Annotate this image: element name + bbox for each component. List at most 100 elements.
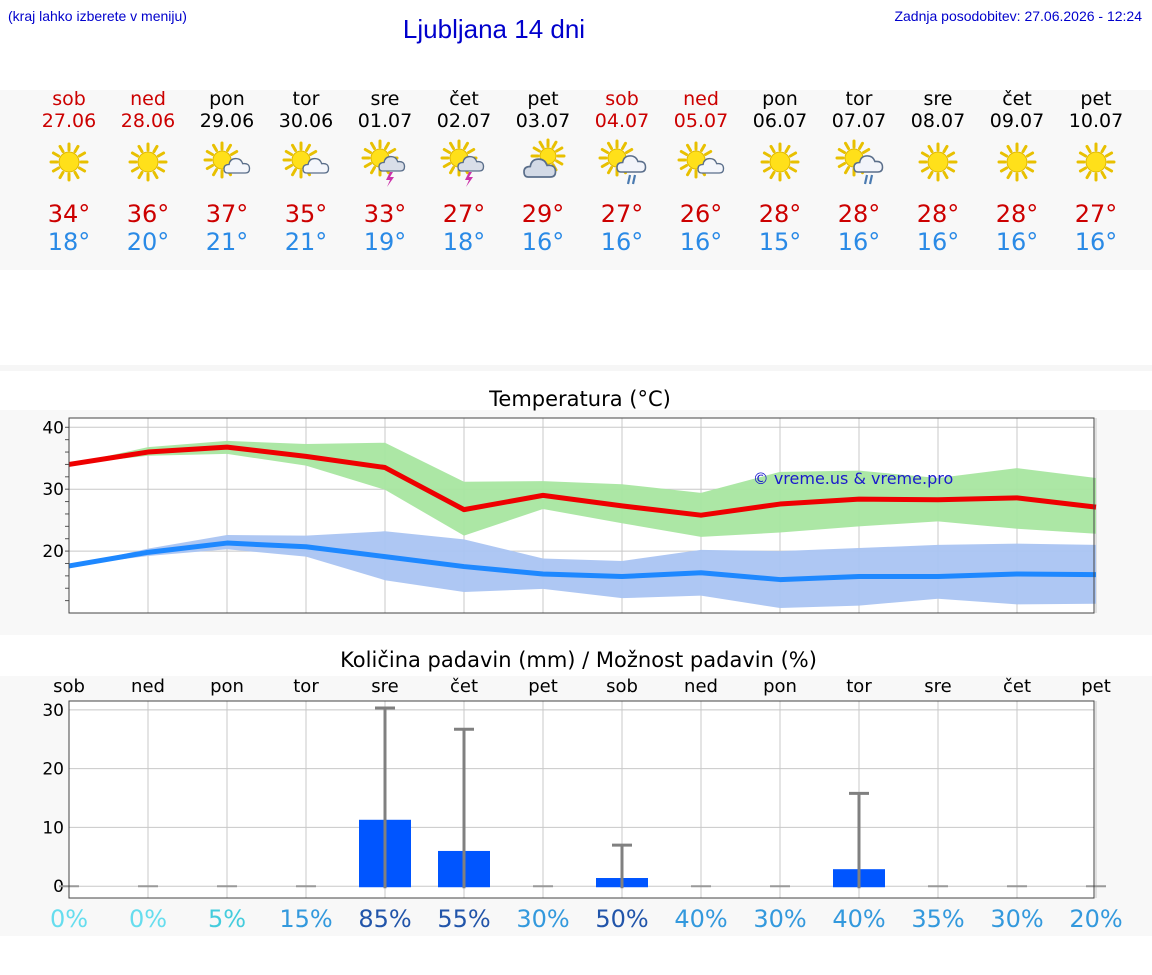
max-temperature: 28°	[916, 200, 960, 228]
x-tick-label: pon	[210, 676, 244, 697]
day-forecast: ned 05.07 26° 16°	[661, 88, 741, 256]
day-name: čet	[1002, 88, 1032, 110]
min-temperature: 16°	[916, 228, 960, 256]
precipitation-chance: 15%	[279, 905, 332, 933]
day-date: 02.07	[436, 110, 492, 132]
x-tick-label: ned	[684, 676, 718, 697]
day-forecast: pon 29.06 37° 21°	[187, 88, 267, 256]
min-temperature: 21°	[284, 228, 328, 256]
max-temperature: 29°	[521, 200, 565, 228]
max-temperature: 26°	[679, 200, 723, 228]
day-name: tor	[292, 88, 320, 110]
temperature-chart: 20 30 40 © vreme.us & vreme.pro	[42, 417, 1097, 614]
day-name: čet	[449, 88, 479, 110]
sun-icon	[128, 142, 168, 182]
sun-cloud-icon	[203, 141, 251, 179]
precipitation-plot-area	[69, 701, 1094, 898]
precipitation-chance: 0%	[129, 905, 167, 933]
min-temperature: 15°	[758, 228, 802, 256]
y-tick-label: 0	[53, 877, 64, 897]
y-tick-label: 30	[42, 701, 64, 721]
max-temperature: 36°	[126, 200, 170, 228]
day-name: tor	[845, 88, 873, 110]
precipitation-chance: 30%	[753, 905, 806, 933]
x-tick-label: tor	[293, 676, 319, 697]
precipitation-chance: 30%	[990, 905, 1043, 933]
day-date: 01.07	[357, 110, 413, 132]
precipitation-chance: 40%	[832, 905, 885, 933]
min-temperature: 16°	[521, 228, 565, 256]
day-name: sre	[370, 88, 400, 110]
max-temperature: 28°	[758, 200, 802, 228]
day-forecast: pet 03.07 29° 16°	[503, 88, 583, 256]
max-temperature: 27°	[600, 200, 644, 228]
min-temperature: 16°	[600, 228, 644, 256]
day-name: ned	[683, 88, 719, 110]
max-temperature-range	[69, 440, 1096, 537]
day-forecast: pon 06.07 28° 15°	[740, 88, 820, 256]
sun-icon	[918, 142, 958, 182]
forecast-strip	[0, 90, 1152, 270]
x-tick-label: sob	[53, 676, 85, 697]
max-temperature: 37°	[205, 200, 249, 228]
day-name: sre	[923, 88, 953, 110]
sun-icon	[997, 142, 1037, 182]
plot-border	[68, 700, 1095, 899]
max-temperature: 28°	[995, 200, 1039, 228]
day-forecast: čet 09.07 28° 16°	[977, 88, 1057, 256]
precipitation-chart-title: Količina padavin (mm) / Možnost padavin …	[340, 648, 817, 672]
day-forecast: ned 28.06 36° 20°	[108, 88, 188, 256]
max-temperature: 33°	[363, 200, 407, 228]
sun-thunder-icon	[440, 139, 485, 187]
min-temperature: 16°	[995, 228, 1039, 256]
day-name: sob	[605, 88, 639, 110]
min-temperature: 20°	[126, 228, 170, 256]
min-temperature-line	[68, 540, 1097, 583]
min-temperature: 16°	[679, 228, 723, 256]
sun-icon	[1076, 142, 1116, 182]
day-date: 29.06	[199, 110, 255, 132]
cloud-sun-icon	[523, 138, 566, 178]
separator	[0, 365, 1152, 371]
precipitation-chance: 5%	[208, 905, 246, 933]
y-tick-label: 20	[42, 760, 64, 780]
x-tick-label: sre	[371, 676, 398, 697]
day-date: 05.07	[673, 110, 729, 132]
day-forecast: čet 02.07 27° 18°	[424, 88, 504, 256]
day-date: 30.06	[278, 110, 334, 132]
max-temperature: 27°	[442, 200, 486, 228]
day-date: 04.07	[594, 110, 650, 132]
day-date: 07.07	[831, 110, 887, 132]
min-temperature: 18°	[47, 228, 91, 256]
min-temperature: 21°	[205, 228, 249, 256]
x-tick-label: čet	[450, 676, 478, 697]
day-date: 28.06	[120, 110, 176, 132]
x-tick-label: sre	[924, 676, 951, 697]
sun-icon	[49, 142, 89, 182]
max-temperature: 35°	[284, 200, 328, 228]
sun-cloud-icon	[677, 141, 725, 179]
y-tick-label: 10	[42, 818, 64, 838]
page-title: Ljubljana 14 dni	[402, 14, 586, 44]
precipitation-chance: 20%	[1069, 905, 1122, 933]
precipitation-chance: 35%	[911, 905, 964, 933]
day-forecast: pet 10.07 27° 16°	[1056, 88, 1136, 256]
x-tick-label: pet	[1081, 676, 1111, 697]
day-date: 06.07	[752, 110, 808, 132]
max-temperature: 28°	[837, 200, 881, 228]
precipitation-chance: 85%	[358, 905, 411, 933]
last-updated: Zadnja posodobitev: 27.06.2026 - 12:24	[894, 8, 1142, 24]
day-name: pon	[762, 88, 798, 110]
min-temperature: 18°	[442, 228, 486, 256]
day-name: pet	[527, 88, 559, 110]
precipitation-chance: 40%	[674, 905, 727, 933]
sun-rain-icon	[598, 139, 647, 185]
x-tick-label: čet	[1003, 676, 1031, 697]
day-date: 03.07	[515, 110, 571, 132]
min-temperature: 19°	[363, 228, 407, 256]
max-temperature-line	[68, 444, 1097, 518]
plot-border	[68, 417, 1095, 614]
day-name: sob	[52, 88, 86, 110]
day-name: pet	[1080, 88, 1112, 110]
x-tick-label: tor	[846, 676, 872, 697]
